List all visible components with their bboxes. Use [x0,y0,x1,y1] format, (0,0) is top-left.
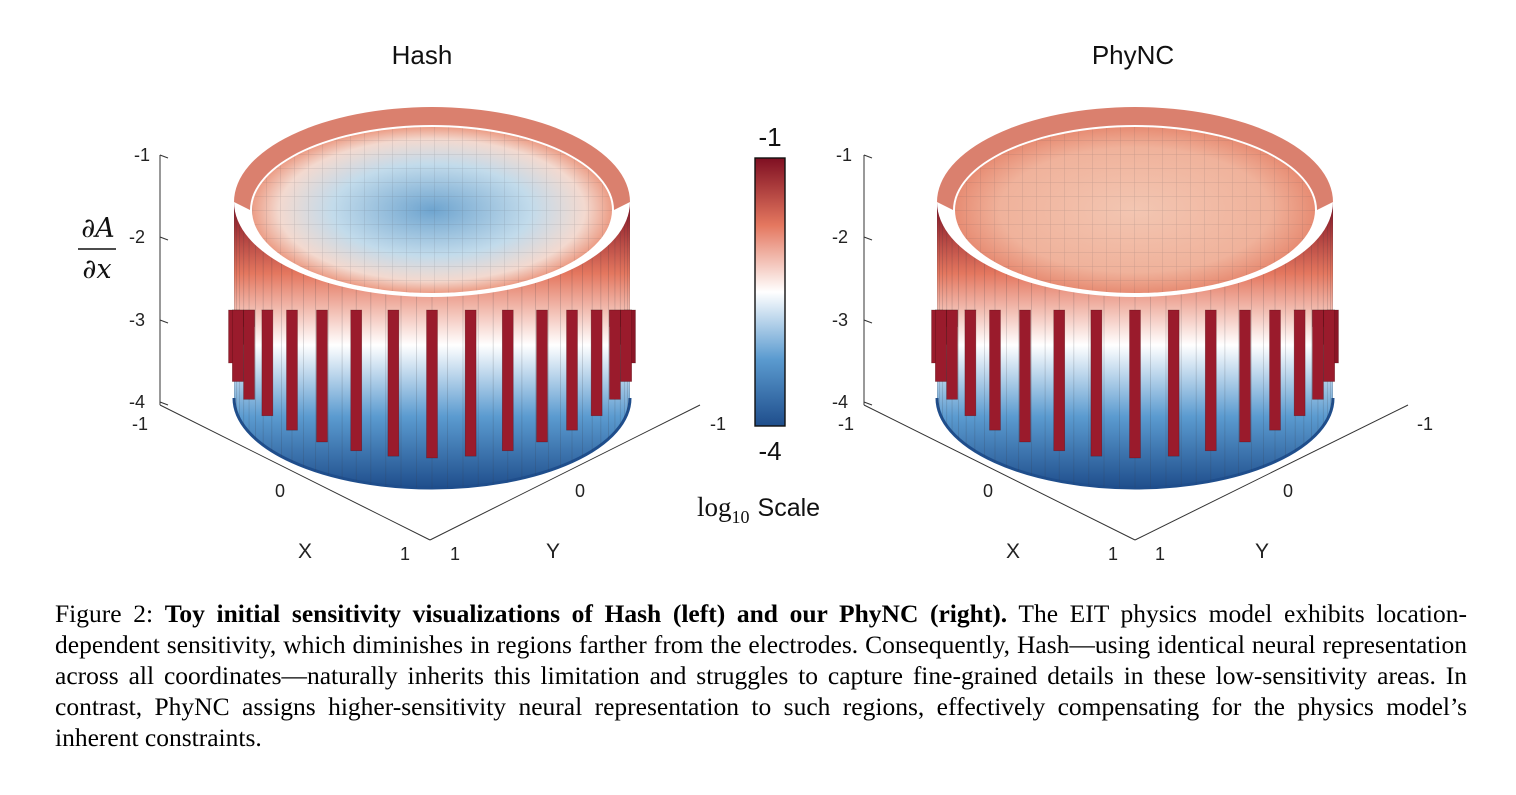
colorbar-gradient [754,157,786,427]
z-tick-label: -4 [832,392,848,412]
x-tick-label: -1 [132,414,148,434]
z-tick-mark [863,319,873,324]
y-axis-line [1134,404,1409,541]
y-tick-label: 1 [450,544,460,564]
z-tick-label: -2 [832,227,848,247]
z-tick-mark [863,154,873,159]
scale-word: Scale [758,494,821,522]
electrode-spike [1053,309,1066,452]
caption-title: Toy initial sensitivity visualizations o… [164,599,1008,628]
electrode-spike [1019,309,1031,443]
z-label-numerator: ∂A [81,213,114,244]
z-tick-mark [863,236,873,241]
plot-title: Hash [392,40,453,70]
x-tick-label: -1 [838,414,854,434]
colorbar-min-label: -4 [758,436,781,466]
scale-log: log [697,492,732,522]
electrodes [228,309,636,459]
y-axis-label: Y [1255,540,1269,563]
electrode-spike [620,309,632,382]
electrode-spike [946,309,958,400]
floor-grid [955,127,1315,293]
electrodes [931,309,1339,459]
electrode-spike [1323,309,1335,382]
z-axis-label: ∂A ∂x [78,213,116,285]
y-tick-label: -1 [710,414,726,434]
colorbar-max-label: -1 [758,122,781,152]
electrode-spike [350,309,363,452]
electrode-spike [261,309,274,417]
back-inner-wall [234,107,630,210]
x-tick-label: 1 [1108,544,1118,564]
z-tick-mark [159,401,169,406]
electrode-spike [243,309,255,400]
figure-label: Figure 2: [55,599,154,628]
z-label-denominator: ∂x [82,254,111,285]
electrode-spike [609,309,621,400]
y-axis-label: Y [546,540,560,563]
x-axis-label: X [1006,540,1020,563]
y-tick-label: 0 [575,481,585,501]
outer-wall-base [935,397,1335,490]
y-tick-label: 1 [1155,544,1165,564]
hash-plot: Hash -1 -2 -3 -4 ∂A ∂x -1 0 1 1 0 -1 X Y [78,40,726,564]
x-axis-line [159,404,431,541]
electrode-spike [232,309,244,382]
electrode-spike [989,309,1001,431]
electrode-spike [286,309,298,431]
electrode-spike [501,309,514,452]
colorbar-scale-label: log10 Scale [697,492,820,527]
colorbar: -1 -4 log10 Scale [697,122,820,527]
electrode-spike [1269,309,1281,431]
electrode-spike [536,309,548,443]
y-tick-label: 0 [1283,481,1293,501]
phync-plot: PhyNC-1-2-3-4-101 10-1X Y [832,40,1433,564]
figure-2: Hash-1-2-3-4∂A∂x-101 10-1X Y PhyNC-1-2-3-4… [78,40,1433,564]
electrode-spike [426,309,438,459]
electrode-spike [387,309,400,457]
electrode-spike [1312,309,1324,400]
figure-caption: Figure 2: Toy initial sensitivity visual… [55,598,1467,753]
electrode-spike [1129,309,1141,459]
scale-sub: 10 [732,507,750,527]
z-tick-mark [159,236,169,241]
plot-title: PhyNC [1092,40,1174,70]
electrode-spike [1204,309,1217,452]
x-axis-line [863,404,1136,541]
electrode-spike [1293,309,1306,417]
x-axis-label: X [298,540,312,563]
z-tick-label: -2 [129,227,145,247]
z-tick-mark [159,154,169,159]
z-tick-label: -4 [129,392,145,412]
electrode-spike [590,309,603,417]
inner-floor [955,127,1315,293]
electrode-spike [935,309,947,382]
outer-wall-base [232,397,632,490]
caption-body: The EIT physics model exhibits location-… [55,599,1468,752]
z-tick-label: -3 [129,310,145,330]
y-tick-label: -1 [1417,414,1433,434]
electrode-spike [464,309,477,457]
x-tick-label: 0 [983,481,993,501]
electrode-spike [316,309,328,443]
electrode-spike [1167,309,1180,457]
x-tick-label: 1 [400,544,410,564]
x-tick-label: 0 [275,481,285,501]
electrode-spike [1239,309,1251,443]
z-tick-mark [863,401,873,406]
inner-floor [252,127,612,293]
z-tick-label: -1 [134,145,150,165]
back-inner-wall [937,107,1333,210]
z-tick-label: -3 [832,310,848,330]
floor-grid [252,127,612,293]
y-axis-line [429,404,701,541]
electrode-spike [566,309,578,431]
electrode-spike [1090,309,1103,457]
z-tick-mark [159,319,169,324]
electrode-spike [964,309,977,417]
z-tick-label: -1 [836,145,852,165]
